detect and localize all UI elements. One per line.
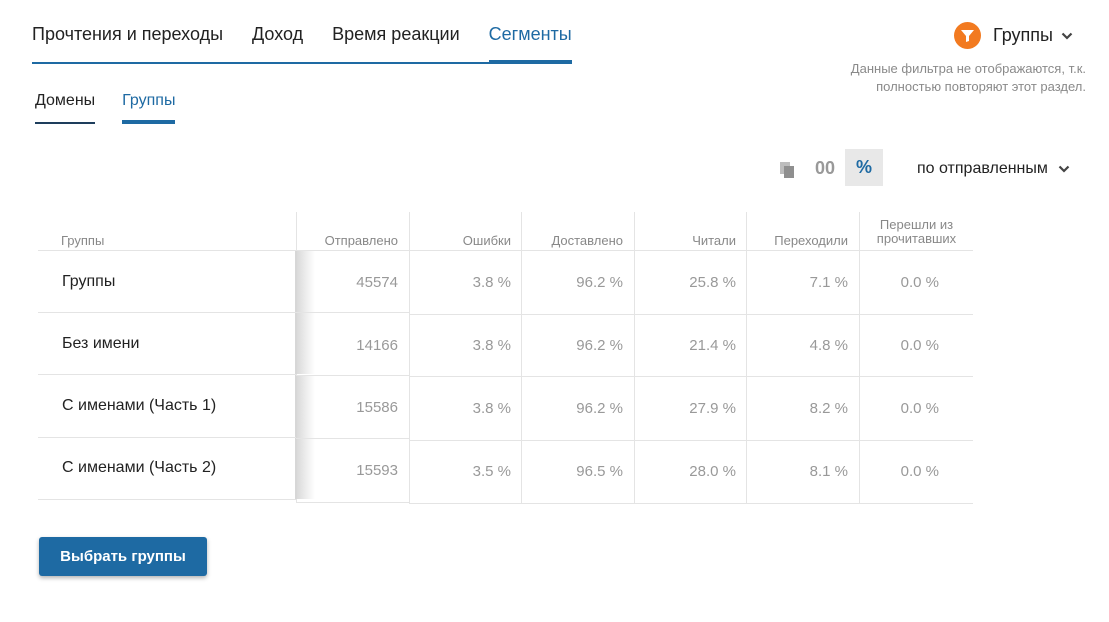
row-name: Группы [62, 273, 116, 290]
tab-reads-clicks[interactable]: Прочтения и переходы [32, 24, 224, 44]
header-line: прочитавших [876, 231, 957, 246]
sort-dropdown[interactable]: по отправленным [917, 160, 1070, 178]
chevron-down-icon [1061, 27, 1073, 45]
main-tabs: Прочтения и переходы Доход Время реакции… [32, 0, 572, 64]
tab-reaction-time[interactable]: Время реакции [332, 24, 460, 44]
cell-errors: 3.8 % [472, 274, 511, 291]
cell-delivered: 96.2 % [576, 274, 623, 291]
header-delivered: Доставлено [551, 233, 623, 248]
sub-tabs: Домены Группы [35, 92, 176, 124]
cell-read: 28.0 % [689, 463, 736, 480]
tab-income[interactable]: Доход [252, 24, 304, 44]
cell-delivered: 96.2 % [576, 337, 623, 354]
header-line: Перешли из [879, 217, 954, 232]
cell-clicked: 8.1 % [809, 463, 848, 480]
segments-table: Группы Отправлено Ошибки Доставлено Чита… [38, 212, 973, 504]
row-name: С именами (Часть 2) [62, 459, 217, 476]
filter-note-line: Данные фильтра не отображаются, т.к. [850, 61, 1086, 76]
header-errors: Ошибки [462, 233, 511, 248]
cell-ctr: 0.0 % [900, 400, 939, 417]
copy-icon[interactable] [778, 160, 798, 180]
row-name: Без имени [62, 335, 140, 352]
cell-read: 25.8 % [689, 274, 736, 291]
sort-label: по отправленным [917, 160, 1048, 177]
cell-ctr: 0.0 % [900, 337, 939, 354]
cell-clicked: 4.8 % [809, 337, 848, 354]
absolute-values-toggle[interactable]: 00 [814, 158, 836, 178]
cell-ctr: 0.0 % [900, 463, 939, 480]
percent-toggle[interactable]: % [845, 149, 883, 186]
chevron-down-icon [1058, 160, 1070, 178]
cell-sent: 15593 [356, 462, 398, 479]
header-clicked: Переходили [774, 233, 848, 248]
cell-sent: 45574 [356, 274, 398, 291]
header-read: Читали [692, 233, 736, 248]
groups-filter-dropdown[interactable]: Группы [954, 22, 1073, 49]
header-clicked-of-read: Перешли из прочитавших [860, 218, 973, 246]
row-name: С именами (Часть 1) [62, 397, 217, 414]
cell-clicked: 7.1 % [809, 274, 848, 291]
subtab-groups[interactable]: Группы [122, 92, 176, 124]
cell-delivered: 96.2 % [576, 400, 623, 417]
cell-errors: 3.8 % [472, 400, 511, 417]
select-groups-button[interactable]: Выбрать группы [39, 537, 207, 576]
filter-note-line: полностью повторяют этот раздел. [876, 79, 1086, 94]
cell-read: 21.4 % [689, 337, 736, 354]
filter-label: Группы [993, 25, 1053, 45]
cell-delivered: 96.5 % [576, 463, 623, 480]
cell-errors: 3.8 % [472, 337, 511, 354]
tab-segments[interactable]: Сегменты [488, 0, 572, 64]
cell-errors: 3.5 % [472, 463, 511, 480]
filter-note: Данные фильтра не отображаются, т.к. пол… [786, 60, 1086, 96]
funnel-icon [954, 22, 982, 49]
subtab-domains[interactable]: Домены [35, 92, 96, 124]
cell-clicked: 8.2 % [809, 400, 848, 417]
cell-ctr: 0.0 % [900, 274, 939, 291]
header-sent: Отправлено [324, 233, 398, 248]
header-group: Группы [61, 233, 105, 248]
cell-sent: 14166 [356, 337, 398, 354]
cell-read: 27.9 % [689, 400, 736, 417]
cell-sent: 15586 [356, 399, 398, 416]
